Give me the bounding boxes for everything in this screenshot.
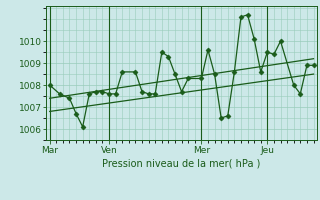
X-axis label: Pression niveau de la mer( hPa ): Pression niveau de la mer( hPa ) (102, 159, 261, 169)
